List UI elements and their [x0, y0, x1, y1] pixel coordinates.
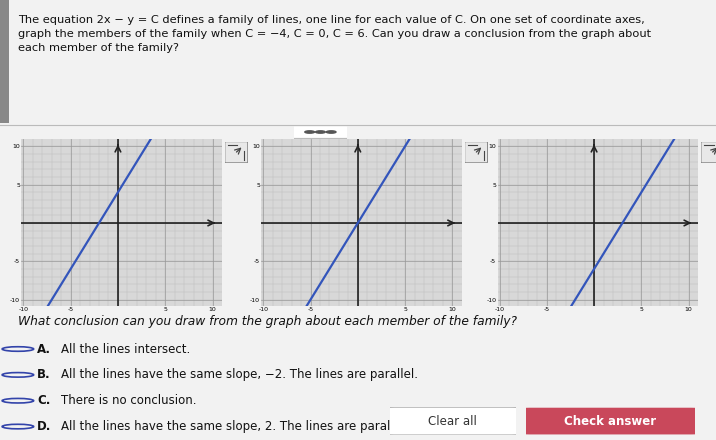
Text: C.: C. — [37, 394, 51, 407]
Text: The equation 2x − y = C defines a family of lines, one line for each value of C.: The equation 2x − y = C defines a family… — [18, 15, 651, 53]
Text: All the lines have the same slope, −2. The lines are parallel.: All the lines have the same slope, −2. T… — [61, 368, 418, 381]
Text: A.: A. — [37, 342, 52, 356]
Text: D.: D. — [37, 420, 52, 433]
Text: Clear all: Clear all — [428, 414, 478, 428]
Text: B.: B. — [37, 368, 51, 381]
FancyBboxPatch shape — [384, 407, 522, 435]
Text: What conclusion can you draw from the graph about each member of the family?: What conclusion can you draw from the gr… — [18, 315, 517, 328]
Circle shape — [326, 131, 336, 133]
Text: Check answer: Check answer — [564, 414, 657, 428]
FancyBboxPatch shape — [291, 125, 351, 139]
Circle shape — [316, 131, 325, 133]
Text: All the lines intersect.: All the lines intersect. — [61, 342, 190, 356]
FancyBboxPatch shape — [465, 142, 488, 163]
FancyBboxPatch shape — [0, 0, 9, 123]
Circle shape — [305, 131, 314, 133]
FancyBboxPatch shape — [225, 142, 248, 163]
FancyBboxPatch shape — [521, 408, 700, 434]
Text: All the lines have the same slope, 2. The lines are parallel.: All the lines have the same slope, 2. Th… — [61, 420, 408, 433]
Text: There is no conclusion.: There is no conclusion. — [61, 394, 196, 407]
FancyBboxPatch shape — [701, 142, 716, 163]
